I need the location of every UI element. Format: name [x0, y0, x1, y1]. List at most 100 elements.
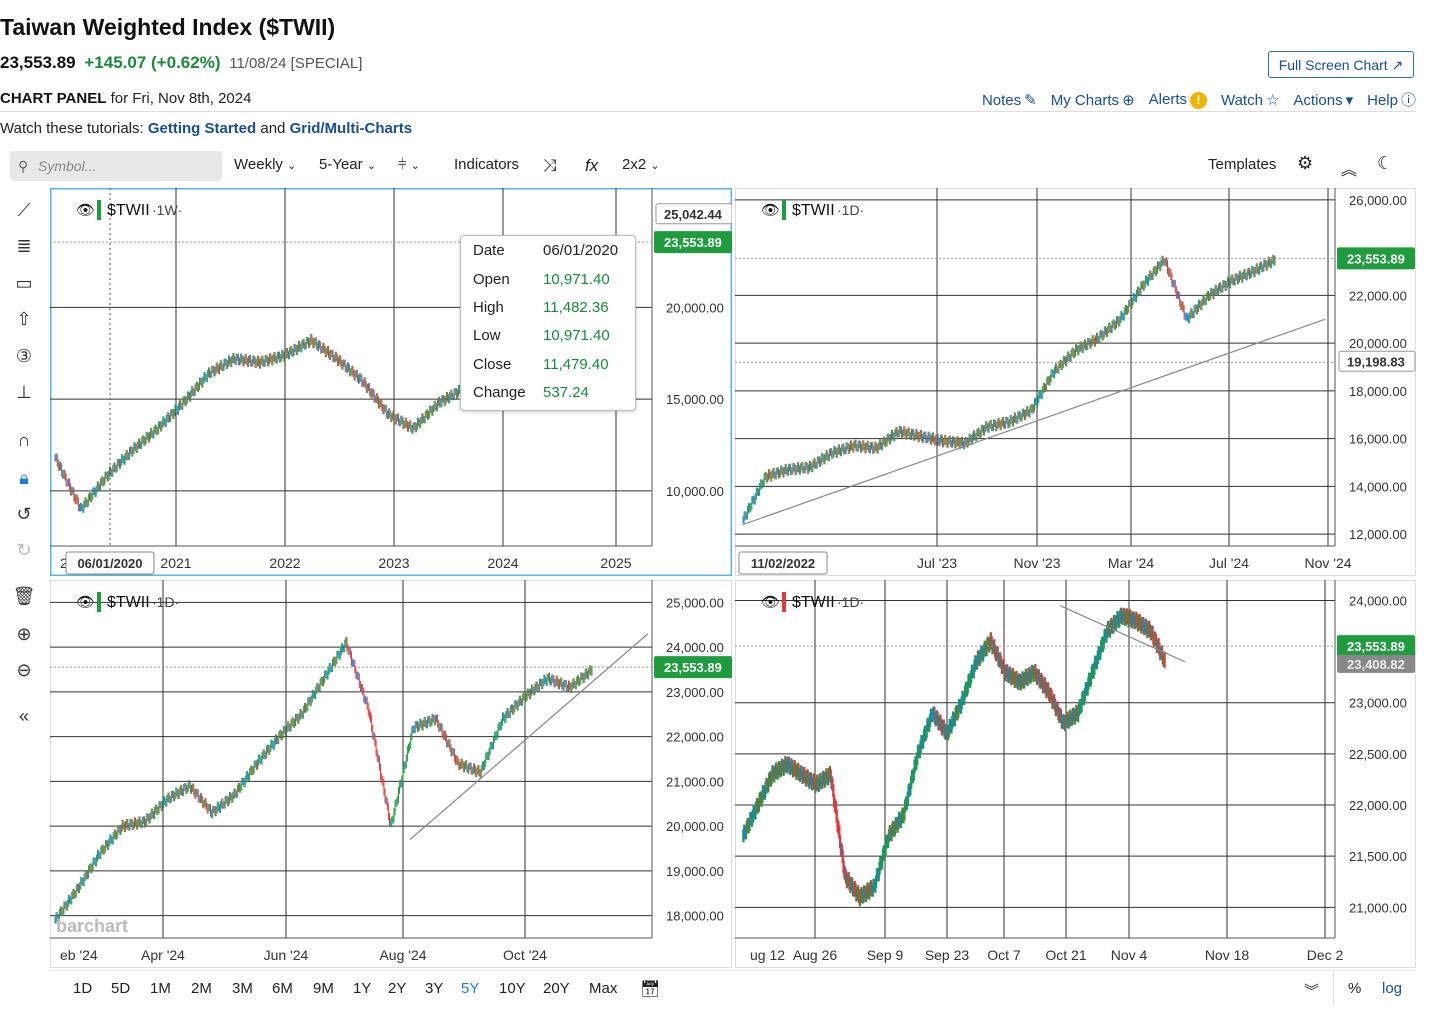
chart-frame: [735, 580, 1416, 968]
range-max[interactable]: Max: [589, 980, 618, 997]
watch-link[interactable]: Watch ☆: [1221, 91, 1279, 109]
x-tick-label: Oct '24: [503, 947, 547, 963]
y-tick-label: 20,000.00: [1349, 336, 1407, 351]
crosshair-date-tag: [738, 551, 828, 575]
range-2m[interactable]: 2M: [191, 980, 212, 997]
eye-icon: 👁︎: [761, 594, 780, 611]
expand-down-icon[interactable]: ︾: [1304, 983, 1320, 1000]
crosshair-date-label: 11/02/2022: [751, 556, 815, 571]
range-5y[interactable]: 5Y: [461, 980, 480, 997]
x-tick-label: Sep 23: [925, 947, 970, 963]
y-tick-label: 23,000.00: [666, 685, 724, 700]
trend-line: [742, 318, 1326, 526]
prev-price-label: 23,408.82: [1347, 657, 1405, 672]
grid-layout-select[interactable]: 2x2 ⌄: [622, 156, 660, 173]
range-3y[interactable]: 3Y: [425, 980, 444, 997]
interval-select[interactable]: Weekly ⌄: [234, 156, 296, 173]
range-10y[interactable]: 10Y: [499, 980, 526, 997]
last-price-tag-label: 23,553.89: [1347, 639, 1405, 654]
grid-multi-charts-link[interactable]: Grid/Multi-Charts: [289, 120, 413, 137]
rectangle-tool-icon[interactable]: ▭: [15, 273, 33, 293]
range-1d[interactable]: 1D: [73, 980, 93, 997]
fib-tool-icon[interactable]: ≣: [16, 236, 32, 256]
last-price-tag: [1337, 247, 1415, 270]
indicators-button[interactable]: Indicators: [454, 156, 520, 173]
chevron-down-icon: ⌄: [650, 160, 660, 172]
number-tool-icon[interactable]: ③: [15, 346, 33, 366]
getting-started-link[interactable]: Getting Started: [147, 120, 257, 137]
y-tick-label: 22,000.00: [1349, 288, 1407, 303]
alerts-label: Alerts: [1148, 90, 1187, 108]
y-tick-label: 16,000.00: [1349, 432, 1407, 447]
lock-icon[interactable]: 🔒︎: [19, 468, 29, 488]
range-9m[interactable]: 9M: [313, 980, 334, 997]
tooltip-change: 537.24: [543, 384, 589, 401]
period-select[interactable]: 5-Year ⌄: [319, 156, 376, 173]
y-tick-label: 21,000.00: [1349, 900, 1407, 915]
notes-link[interactable]: Notes ✎: [982, 91, 1037, 109]
chart-type-select[interactable]: ⫩ ⌄: [398, 156, 420, 173]
moon-icon[interactable]: ☾: [1377, 153, 1394, 173]
alerts-link[interactable]: Alerts!: [1149, 91, 1207, 109]
actions-menu[interactable]: Actions ▾: [1293, 91, 1353, 109]
divider: [0, 111, 1416, 112]
series-color-swatch: [97, 592, 101, 612]
x-tick-label: Nov '24: [1304, 555, 1351, 571]
undo-icon[interactable]: ↺: [16, 504, 32, 524]
range-1m[interactable]: 1M: [150, 980, 171, 997]
page-title: Taiwan Weighted Index ($TWII): [0, 14, 336, 40]
chart-top-right[interactable]: 26,000.00 22,000.00 20,000.00 18,000.00 16,0…: [735, 188, 1416, 576]
x-tick-label: Oct 7: [987, 947, 1021, 963]
panel-date: for Fri, Nov 8th, 2024: [110, 90, 252, 107]
collapse-sidebar-icon[interactable]: «: [18, 706, 29, 726]
compare-icon[interactable]: ⤨: [543, 156, 557, 175]
log-toggle[interactable]: log: [1382, 980, 1403, 997]
tutorials-and: and: [260, 120, 286, 137]
help-link[interactable]: Help ⓘ: [1367, 89, 1416, 110]
arrow-tool-icon[interactable]: ⇧: [16, 309, 32, 329]
y-tick-label: 25,000.00: [666, 595, 724, 610]
quote-date: 11/08/24 [SPECIAL]: [229, 55, 363, 72]
fx-button[interactable]: fx: [585, 156, 599, 175]
divider: [1333, 972, 1334, 1004]
x-tick-label: Jun '24: [264, 947, 309, 963]
chart-bottom-left[interactable]: 25,000.00 24,000.00 23,000.00 22,000.00 21,0…: [50, 580, 732, 968]
chart-bottom-right[interactable]: 24,000.00 23,000.00 22,500.00 22,000.00 21,5…: [735, 580, 1416, 968]
tooltip-close: 11,479.40: [543, 356, 609, 373]
line-tool-icon[interactable]: ⟋: [17, 200, 31, 220]
percent-toggle[interactable]: %: [1348, 980, 1362, 997]
tooltip-date: 06/01/2020: [543, 242, 619, 259]
y-tick-label: 22,000.00: [1349, 798, 1407, 813]
eye-icon: 👁︎: [761, 202, 780, 219]
x-tick-label: Mar '24: [1108, 555, 1154, 571]
collapse-icon[interactable]: ︽: [1341, 162, 1358, 179]
range-20y[interactable]: 20Y: [543, 980, 570, 997]
range-1y[interactable]: 1Y: [353, 980, 372, 997]
redo-icon[interactable]: ↻: [16, 540, 32, 560]
zoom-in-icon[interactable]: ⊕: [16, 624, 32, 644]
calendar-icon[interactable]: 📅︎: [640, 981, 661, 998]
symbol-search-input[interactable]: ⚲ Symbol...: [10, 151, 222, 181]
last-price: 23,553.89: [0, 53, 76, 72]
measure-tool-icon[interactable]: ⊥: [16, 382, 32, 402]
zoom-out-icon[interactable]: ⊖: [16, 660, 32, 680]
magnet-icon[interactable]: ∩: [17, 430, 31, 450]
last-price-tag-label: 23,553.89: [664, 660, 722, 675]
plus-circle-icon: ⊕: [1122, 91, 1135, 109]
last-price-tag-label: 23,553.89: [1347, 251, 1405, 266]
templates-button[interactable]: Templates: [1208, 156, 1277, 173]
y-tick-label: 23,000.00: [1349, 696, 1407, 711]
my-charts-link[interactable]: My Charts ⊕: [1051, 91, 1135, 109]
trash-icon[interactable]: 🗑︎: [12, 586, 36, 606]
drawing-toolbar: ⟋ ≣ ▭ ⇧ ③ ⊥ ∩ 🔒︎ ↺ ↻ 🗑︎ ⊕ ⊖ «: [0, 190, 50, 726]
range-6m[interactable]: 6M: [272, 980, 293, 997]
eye-icon: 👁︎: [76, 202, 95, 219]
barchart-watermark: barchart: [56, 916, 128, 936]
search-icon: ⚲: [18, 158, 29, 174]
range-2y[interactable]: 2Y: [388, 980, 407, 997]
gear-icon[interactable]: ⚙: [1297, 153, 1314, 173]
range-5d[interactable]: 5D: [111, 980, 131, 997]
full-screen-chart-button[interactable]: Full Screen Chart ↗: [1268, 51, 1414, 78]
series-color-swatch: [97, 200, 101, 220]
range-3m[interactable]: 3M: [232, 980, 253, 997]
